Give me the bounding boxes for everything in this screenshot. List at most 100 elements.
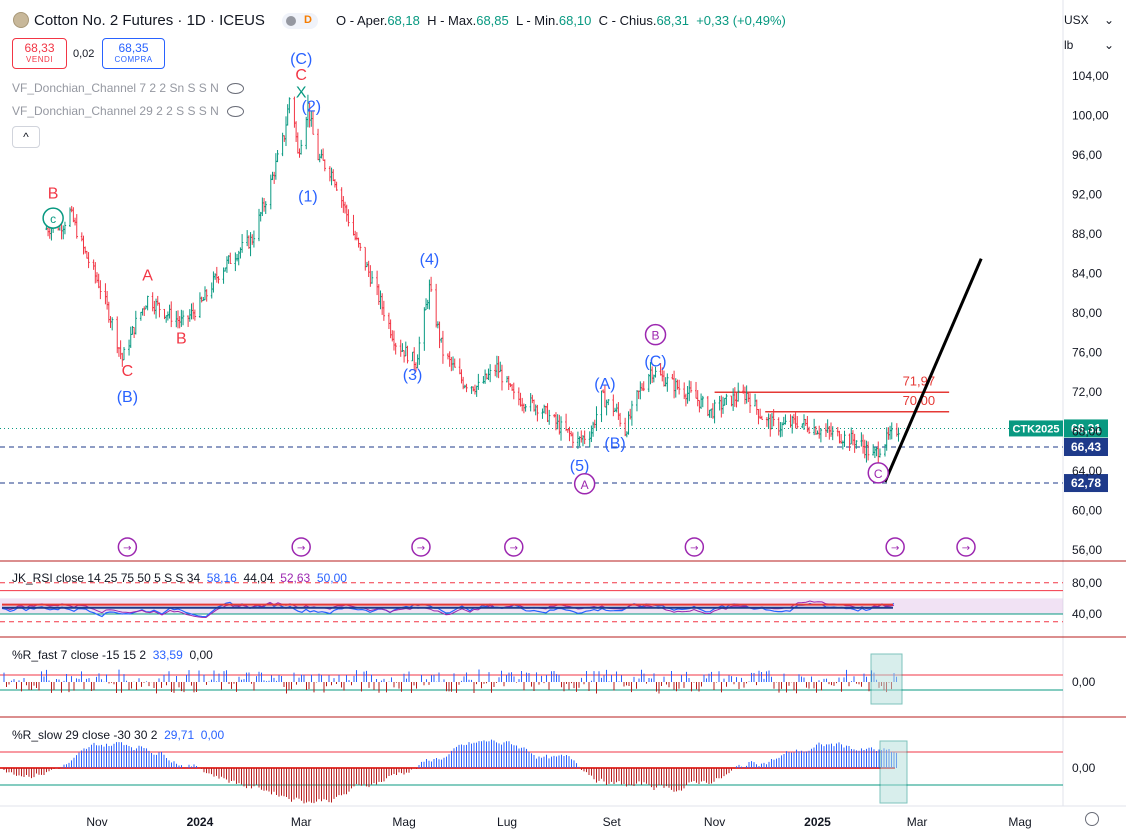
eye-hidden-icon[interactable] bbox=[226, 106, 244, 118]
currency-selector[interactable]: USX ⌄ bbox=[1064, 13, 1116, 33]
wave-label: B bbox=[652, 329, 660, 343]
wave-label: (B) bbox=[604, 435, 625, 452]
y-tick-label: 104,00 bbox=[1072, 69, 1109, 83]
indicator-donchian-29[interactable]: VF_Donchian_Channel 29 2 2 S S S N bbox=[12, 104, 244, 118]
rsi-value-3: 52,63 bbox=[280, 571, 311, 585]
ticker-label: CTK2025 bbox=[1012, 423, 1059, 435]
arrow-right-icon: → bbox=[417, 543, 425, 554]
chevron-down-icon: ⌄ bbox=[1104, 38, 1115, 52]
rsi-tick-label: 80,00 bbox=[1072, 576, 1102, 590]
unit-label: lb bbox=[1064, 38, 1074, 52]
high-label: H - Max. bbox=[427, 13, 477, 28]
rslow-legend: %R_slow 29 close -30 30 2 29,71 0,00 bbox=[12, 728, 224, 742]
rslow-value-2: 0,00 bbox=[200, 728, 225, 742]
symbol-title[interactable]: Cotton No. 2 Futures · 1D · ICEUS bbox=[34, 12, 265, 29]
wave-label: (A) bbox=[594, 376, 615, 393]
level-price-tag bbox=[1064, 474, 1108, 493]
x-tick-label: Nov bbox=[86, 815, 107, 829]
wave-label-circle bbox=[867, 462, 890, 484]
arrow-right-icon: → bbox=[891, 543, 899, 554]
wave-label: C bbox=[295, 67, 307, 84]
wave-label-circle bbox=[644, 323, 667, 346]
wave-label: A bbox=[581, 478, 589, 492]
sell-price: 68,33 bbox=[24, 41, 55, 55]
y-tick-label: 80,00 bbox=[1072, 306, 1102, 320]
chevron-down-icon: ⌄ bbox=[1104, 13, 1115, 27]
wave-label: (4) bbox=[420, 252, 440, 269]
rfast-value-1: 33,59 bbox=[152, 648, 183, 662]
event-marker-icon[interactable] bbox=[117, 537, 138, 557]
cotton-symbol-icon bbox=[13, 12, 29, 28]
rsi-legend: JK_RSI close 14 25 75 50 5 S S 34 58,16 … bbox=[12, 571, 347, 585]
wave-label: A bbox=[142, 267, 153, 284]
rsi-value-2: 44,04 bbox=[243, 571, 274, 585]
indicator-panes-layer: 80,00 40,00 0,00 0,00 bbox=[0, 576, 1102, 804]
arrow-right-icon: → bbox=[962, 543, 970, 554]
x-tick-label: Mar bbox=[907, 815, 928, 829]
rsi-band bbox=[0, 598, 1063, 614]
eye-hidden-icon[interactable] bbox=[226, 83, 244, 95]
event-marker-icon[interactable] bbox=[885, 537, 905, 557]
y-tick-label: 60,00 bbox=[1072, 504, 1102, 518]
event-marker-icon[interactable] bbox=[684, 537, 705, 557]
event-marker-icon[interactable] bbox=[504, 537, 524, 557]
wave-label-circle bbox=[573, 473, 596, 495]
collapse-legend-button[interactable]: ^ bbox=[12, 126, 40, 148]
event-marker-icon[interactable] bbox=[956, 537, 976, 557]
arrow-right-icon: → bbox=[510, 543, 518, 554]
current-price-tag bbox=[1064, 419, 1108, 438]
close-value: 68,31 bbox=[656, 13, 689, 28]
candles-layer bbox=[45, 94, 900, 464]
change-value: +0,33 (+0,49%) bbox=[696, 13, 786, 28]
x-tick-label: Set bbox=[603, 815, 622, 829]
event-markers-layer[interactable]: → → → → → → → bbox=[117, 537, 976, 557]
rfast-title: %R_fast 7 close -15 15 2 bbox=[12, 648, 147, 662]
indicator-label: VF_Donchian_Channel 29 2 2 S S S N bbox=[12, 104, 219, 118]
event-marker-icon[interactable] bbox=[411, 537, 431, 557]
y-tick-label: 76,00 bbox=[1072, 346, 1102, 360]
x-tick-label: Lug bbox=[497, 815, 517, 829]
rsi-value-4: 50,00 bbox=[316, 571, 347, 585]
arrow-right-icon: → bbox=[123, 543, 131, 554]
buy-button[interactable]: 68,35 COMPRA bbox=[102, 38, 165, 69]
x-tick-label: Nov bbox=[704, 815, 725, 829]
toggle-dot-icon bbox=[286, 16, 296, 26]
wave-label: (2) bbox=[302, 99, 322, 116]
toggle-letter: D bbox=[304, 14, 312, 26]
rsi-line bbox=[1, 601, 895, 618]
data-mode-toggle[interactable]: D bbox=[282, 13, 318, 29]
rslow-tick-label: 0,00 bbox=[1072, 761, 1096, 775]
level-price-label: 62,78 bbox=[1071, 476, 1101, 490]
rsi-value-1: 58,16 bbox=[206, 571, 237, 585]
open-value: 68,18 bbox=[387, 13, 420, 28]
rsi-title: JK_RSI close 14 25 75 50 5 S S 34 bbox=[12, 571, 201, 585]
buy-price: 68,35 bbox=[118, 41, 149, 55]
indicator-donchian-7[interactable]: VF_Donchian_Channel 7 2 2 Sn S S N bbox=[12, 81, 244, 95]
wave-label: X bbox=[296, 85, 307, 102]
wave-label: (B) bbox=[117, 389, 138, 406]
y-tick-label: 100,00 bbox=[1072, 109, 1109, 123]
wave-label: C bbox=[122, 363, 134, 380]
rfast-tick-label: 0,00 bbox=[1072, 675, 1096, 689]
gear-icon[interactable] bbox=[1085, 812, 1099, 826]
unit-selector[interactable]: lb ⌄ bbox=[1064, 38, 1116, 58]
low-value: 68,10 bbox=[558, 13, 592, 28]
level-price-tag bbox=[1064, 438, 1108, 457]
wave-label: B bbox=[48, 185, 59, 202]
event-marker-icon[interactable] bbox=[291, 537, 311, 557]
close-label: C - Chius. bbox=[598, 13, 657, 28]
axis-labels-layer: 104,00 100,00 96,00 92,00 88,00 84,00 80,00 76,… bbox=[86, 69, 1109, 829]
rfast-highlight-box bbox=[870, 653, 903, 705]
y-tick-label: 92,00 bbox=[1072, 188, 1102, 202]
x-tick-label: 2025 bbox=[804, 815, 831, 829]
x-tick-label: Mag bbox=[1008, 815, 1031, 829]
wave-label: c bbox=[50, 212, 56, 226]
sell-button[interactable]: 68,33 VENDI bbox=[12, 38, 67, 69]
x-tick-label: Mar bbox=[291, 815, 312, 829]
ticker-tag bbox=[1009, 420, 1063, 437]
wave-label: C bbox=[874, 467, 883, 481]
rsi-signal-line bbox=[1, 600, 895, 619]
